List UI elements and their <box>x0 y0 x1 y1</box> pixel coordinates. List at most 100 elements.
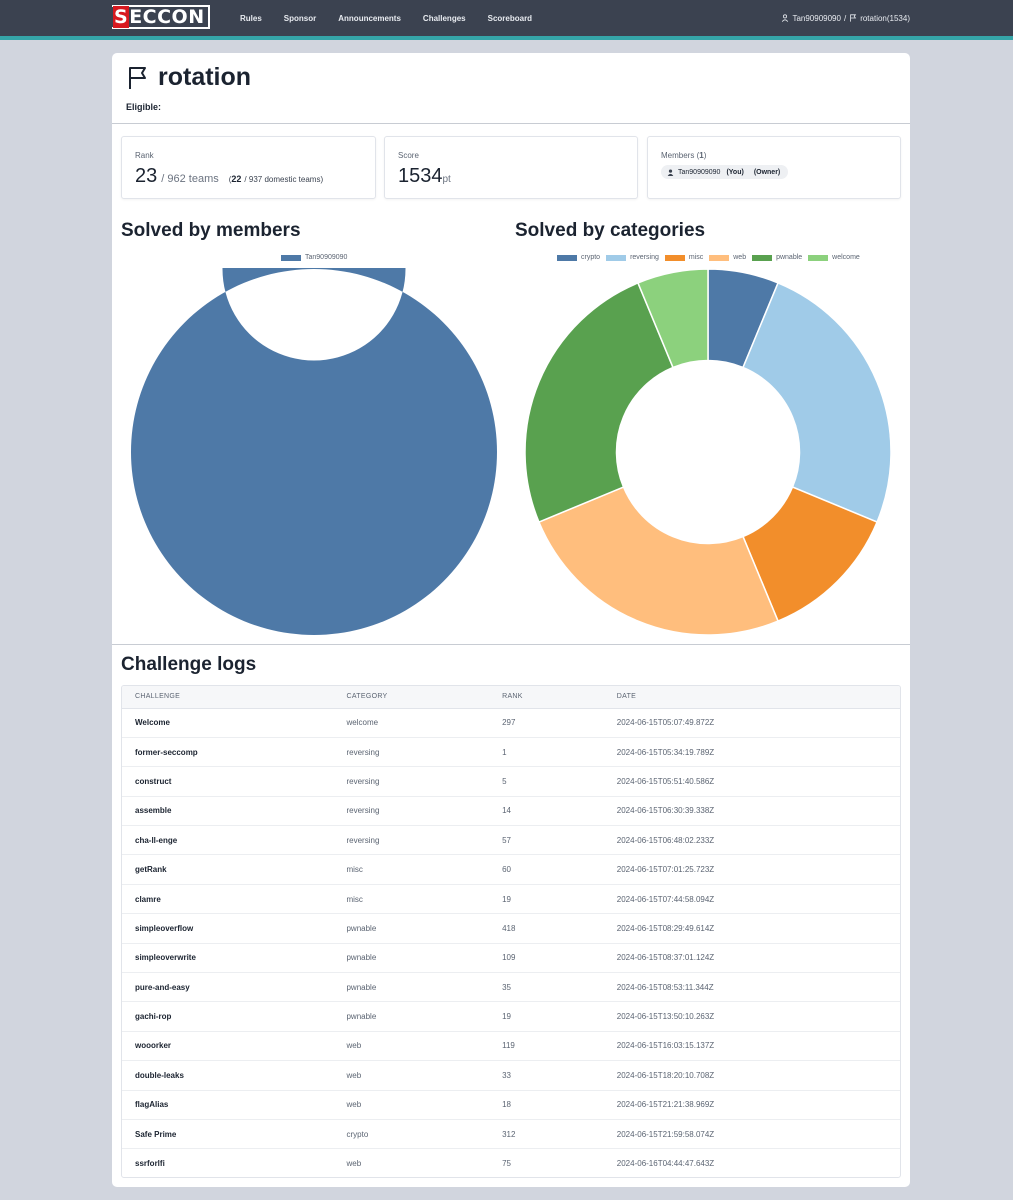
categories-legend-item[interactable]: reversing <box>606 254 659 261</box>
challenge-rank: 35 <box>502 982 511 992</box>
member-you-badge: (You) <box>726 168 744 176</box>
nav-accent-bar <box>0 36 1013 40</box>
challenge-rank: 33 <box>502 1070 511 1080</box>
score-value-line: 1534 pt <box>398 165 451 188</box>
challenge-name[interactable]: simpleoverwrite <box>135 953 196 963</box>
legend-label: web <box>733 254 747 261</box>
flag-icon <box>850 14 857 22</box>
seccon-logo[interactable]: SECCON <box>112 5 210 29</box>
members-chart-title: Solved by members <box>121 220 301 241</box>
legend-swatch <box>557 254 577 261</box>
nav-link-rules[interactable]: Rules <box>240 13 262 23</box>
challenge-date: 2024-06-15T08:37:01.124Z <box>616 953 715 963</box>
challenge-date: 2024-06-15T21:21:38.969Z <box>616 1100 715 1110</box>
member-owner-badge: (Owner) <box>753 168 781 176</box>
challenge-date: 2024-06-15T05:34:19.789Z <box>616 747 715 757</box>
challenge-name[interactable]: Safe Prime <box>135 1129 177 1139</box>
challenge-name[interactable]: ssrforlfi <box>135 1159 165 1169</box>
rank-value: 23 <box>135 165 158 187</box>
challenge-logs-title: Challenge logs <box>121 654 257 675</box>
categories-legend-item[interactable]: web <box>709 254 746 261</box>
score-label: Score <box>398 151 419 160</box>
domestic-open: ( <box>228 175 232 184</box>
column-header-date[interactable]: DATE <box>603 686 900 709</box>
members-label: Members (1) <box>661 151 707 160</box>
challenge-rank: 5 <box>502 776 507 786</box>
challenge-rank: 1 <box>502 747 507 757</box>
challenge-logs-table: CHALLENGE CATEGORY RANK DATE Welcome welc… <box>121 685 901 1178</box>
legend-label: crypto <box>581 254 601 261</box>
categories-legend-item[interactable]: pwnable <box>752 254 802 261</box>
challenge-date: 2024-06-15T21:59:58.074Z <box>616 1129 715 1139</box>
members-legend-item[interactable]: Tan90909090 <box>281 254 347 261</box>
nav-username[interactable]: Tan90909090 <box>792 13 841 23</box>
rank-total: / 962 teams <box>161 173 219 185</box>
nav-link-announcements[interactable]: Announcements <box>338 13 401 23</box>
member-pill[interactable]: Tan90909090 (You) (Owner) <box>661 165 789 179</box>
flag-icon <box>129 66 146 89</box>
nav-link-scoreboard[interactable]: Scoreboard <box>487 13 533 23</box>
members-stat-box: Members (1) Tan90909090 (You) (Owner) <box>647 136 901 199</box>
challenge-name[interactable]: flagAlias <box>135 1100 169 1110</box>
legend-label: pwnable <box>776 254 803 261</box>
members-slice[interactable] <box>131 268 497 635</box>
challenge-category: web <box>346 1070 362 1080</box>
column-header-rank[interactable]: RANK <box>489 686 604 709</box>
challenge-category: reversing <box>346 806 380 816</box>
categories-slice-web[interactable] <box>537 486 780 636</box>
table-row: clamre misc 19 2024-06-15T07:44:58.094Z <box>122 884 900 914</box>
challenge-name[interactable]: double-leaks <box>135 1070 184 1080</box>
nav-team-link[interactable]: rotation(1534) <box>860 13 910 23</box>
challenge-category: reversing <box>346 776 380 786</box>
challenge-name[interactable]: assemble <box>135 806 172 816</box>
challenge-date: 2024-06-16T04:44:47.643Z <box>616 1159 715 1169</box>
members-chart-legend: Tan90909090 <box>281 254 347 261</box>
challenge-name[interactable]: getRank <box>135 865 167 875</box>
challenge-name[interactable]: Welcome <box>135 718 170 728</box>
nav-link-sponsor[interactable]: Sponsor <box>283 13 317 23</box>
column-header-category[interactable]: CATEGORY <box>333 686 490 709</box>
challenge-date: 2024-06-15T06:48:02.233Z <box>616 835 715 845</box>
table-row: former-seccomp reversing 1 2024-06-15T05:34… <box>122 737 900 767</box>
challenge-category: welcome <box>346 718 379 728</box>
challenge-date: 2024-06-15T05:51:40.586Z <box>616 776 715 786</box>
user-icon <box>782 14 789 22</box>
challenge-name[interactable]: cha-ll-enge <box>135 835 178 845</box>
challenge-name[interactable]: pure-and-easy <box>135 982 190 992</box>
challenge-name[interactable]: clamre <box>135 894 161 904</box>
challenge-category: misc <box>346 894 363 904</box>
challenge-date: 2024-06-15T07:44:58.094Z <box>616 894 715 904</box>
rank-stat-box: Rank 23 / 962 teams ( 22 / 937 domestic … <box>121 136 376 199</box>
table-row: pure-and-easy pwnable 35 2024-06-15T08:53:1… <box>122 973 900 1002</box>
legend-swatch <box>606 254 627 261</box>
categories-legend-item[interactable]: misc <box>664 254 703 261</box>
column-header-challenge[interactable]: CHALLENGE <box>122 686 334 709</box>
challenge-date: 2024-06-15T06:30:39.338Z <box>616 806 715 816</box>
challenge-date: 2024-06-15T07:01:25.723Z <box>616 865 715 875</box>
challenge-name[interactable]: wooorker <box>135 1041 172 1051</box>
table-row: gachi-rop pwnable 19 2024-06-15T13:50:10.26… <box>122 1002 900 1032</box>
score-unit: pt <box>442 174 451 185</box>
table-row: cha-ll-enge reversing 57 2024-06-15T06:48:0… <box>122 826 900 855</box>
user-icon <box>667 168 674 176</box>
nav-separator: / <box>843 13 847 23</box>
legend-label: Tan90909090 <box>305 254 348 261</box>
categories-legend-item[interactable]: crypto <box>557 254 600 261</box>
nav-link-challenges[interactable]: Challenges <box>422 13 466 23</box>
members-count: 1 <box>699 151 704 160</box>
categories-slice-pwnable[interactable] <box>524 281 674 524</box>
challenge-name[interactable]: former-seccomp <box>135 747 198 757</box>
challenge-rank: 19 <box>502 1012 511 1022</box>
challenge-name[interactable]: gachi-rop <box>135 1012 172 1022</box>
challenge-category: crypto <box>346 1129 369 1139</box>
categories-slice-welcome[interactable] <box>636 268 709 369</box>
legend-label: reversing <box>630 254 659 261</box>
legend-swatch <box>664 254 685 261</box>
challenge-name[interactable]: simpleoverflow <box>135 923 194 933</box>
categories-legend-item[interactable]: welcome <box>808 254 860 261</box>
challenge-date: 2024-06-15T16:03:15.137Z <box>616 1041 715 1051</box>
legend-swatch <box>709 254 730 261</box>
challenge-category: pwnable <box>346 953 377 963</box>
challenge-name[interactable]: construct <box>135 776 172 786</box>
categories-slice-reversing[interactable] <box>742 281 892 524</box>
